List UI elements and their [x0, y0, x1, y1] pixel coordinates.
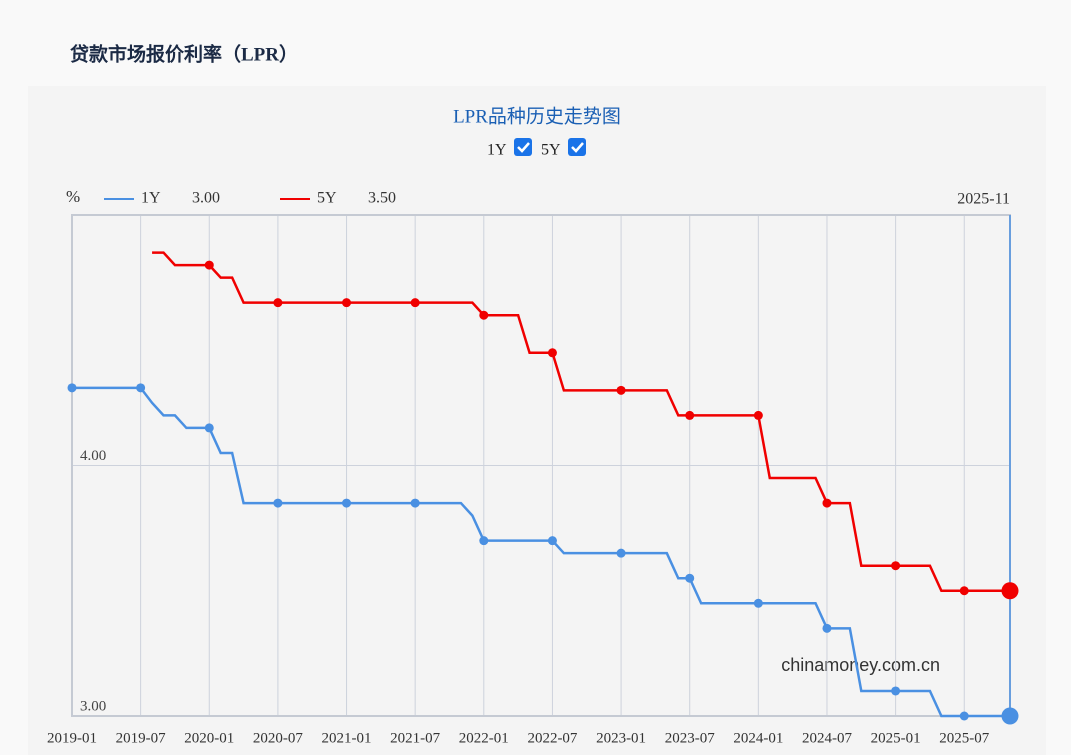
- x-tick-label: 2023-07: [665, 730, 715, 746]
- checkbox-label: 1Y: [487, 142, 507, 159]
- panel: [28, 86, 1046, 755]
- x-tick-label: 2021-07: [390, 730, 440, 746]
- x-tick-label: 2023-01: [596, 730, 646, 746]
- checkmark: [571, 142, 584, 153]
- checkbox-label: 5Y: [541, 142, 561, 159]
- unit-label: %: [66, 187, 80, 206]
- page-title: 贷款市场报价利率（LPR）: [70, 42, 298, 65]
- point: [753, 598, 763, 608]
- point: [959, 711, 969, 721]
- point: [547, 348, 557, 358]
- checkmark: [517, 142, 530, 153]
- point: [204, 260, 214, 270]
- point: [479, 310, 489, 320]
- x-tick-label: 2024-07: [802, 730, 852, 746]
- legend-label: 5Y: [317, 190, 337, 207]
- cursor-point: [1001, 582, 1019, 600]
- point: [342, 298, 352, 308]
- point: [410, 498, 420, 508]
- point: [685, 410, 695, 420]
- x-tick-label: 2022-07: [527, 730, 577, 746]
- point: [547, 536, 557, 546]
- x-tick-label: 2020-01: [184, 730, 234, 746]
- point: [959, 586, 969, 596]
- x-tick-label: 2024-01: [733, 730, 783, 746]
- point: [67, 383, 77, 393]
- point: [273, 298, 283, 308]
- checkbox[interactable]: [514, 138, 532, 156]
- point: [822, 623, 832, 633]
- point: [136, 383, 146, 393]
- chart-title: LPR品种历史走势图: [453, 105, 621, 127]
- point: [685, 573, 695, 583]
- legend-value: 3.00: [192, 190, 220, 207]
- point: [410, 298, 420, 308]
- point: [273, 498, 283, 508]
- x-tick-label: 2019-07: [116, 730, 166, 746]
- checkbox[interactable]: [568, 138, 586, 156]
- legend-label: 1Y: [141, 190, 161, 207]
- cursor-point: [1001, 707, 1019, 725]
- series-line: [72, 386, 1010, 718]
- x-tick-label: 2020-07: [253, 730, 303, 746]
- point: [753, 410, 763, 420]
- watermark: chinamoney.com.cn: [781, 655, 940, 675]
- point: [342, 498, 352, 508]
- y-tick-label: 4.00: [80, 448, 106, 464]
- x-tick-label: 2025-07: [939, 730, 989, 746]
- point: [822, 498, 832, 508]
- point: [204, 423, 214, 433]
- cursor-label: 2025-11: [957, 191, 1010, 208]
- point: [891, 686, 901, 696]
- x-tick-label: 2019-01: [47, 730, 97, 746]
- point: [616, 548, 626, 558]
- x-tick-label: 2021-01: [322, 730, 372, 746]
- x-tick-label: 2022-01: [459, 730, 509, 746]
- x-tick-label: 2025-01: [871, 730, 921, 746]
- legend-value: 3.50: [368, 190, 396, 207]
- y-tick-label: 3.00: [80, 698, 106, 714]
- point: [616, 385, 626, 395]
- point: [479, 536, 489, 546]
- series-line: [152, 251, 1010, 592]
- point: [891, 561, 901, 571]
